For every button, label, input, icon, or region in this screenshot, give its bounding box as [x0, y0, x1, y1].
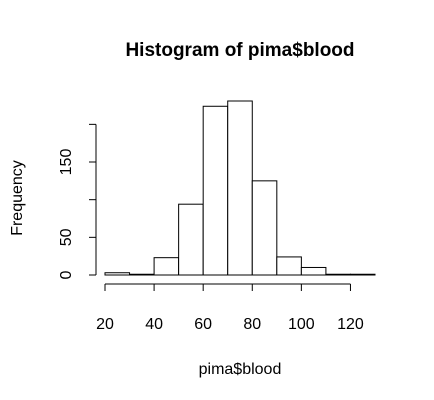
y-axis: 0 50 150	[58, 123, 97, 279]
x-tick-label: 20	[96, 316, 114, 333]
y-axis-label: Frequency	[9, 160, 26, 236]
x-tick-label: 120	[337, 316, 364, 333]
chart-title: Histogram of pima$blood	[125, 40, 354, 61]
histogram-bar	[227, 100, 253, 276]
histogram-bar	[276, 256, 302, 276]
x-tick-label: 80	[243, 316, 261, 333]
x-tick-label: 60	[194, 316, 212, 333]
histogram-bar	[202, 105, 229, 276]
histogram-bar	[129, 273, 155, 276]
histogram-bar	[300, 266, 327, 276]
x-axis: 20 40 60 80 100 120	[96, 283, 364, 333]
histogram-bar	[178, 203, 204, 276]
histogram-bar	[153, 257, 180, 276]
histogram-bar	[325, 273, 351, 276]
y-tick-label: 150	[58, 149, 75, 176]
y-tick-label: 50	[58, 228, 75, 246]
histogram-bar	[251, 180, 278, 276]
x-tick-label: 40	[145, 316, 163, 333]
histogram-bar	[104, 272, 131, 276]
histogram-bar	[349, 273, 376, 276]
x-axis-label: pima$blood	[199, 361, 282, 378]
x-tick-label: 100	[288, 316, 315, 333]
y-tick-label: 0	[58, 270, 75, 279]
bars-group	[104, 100, 376, 276]
